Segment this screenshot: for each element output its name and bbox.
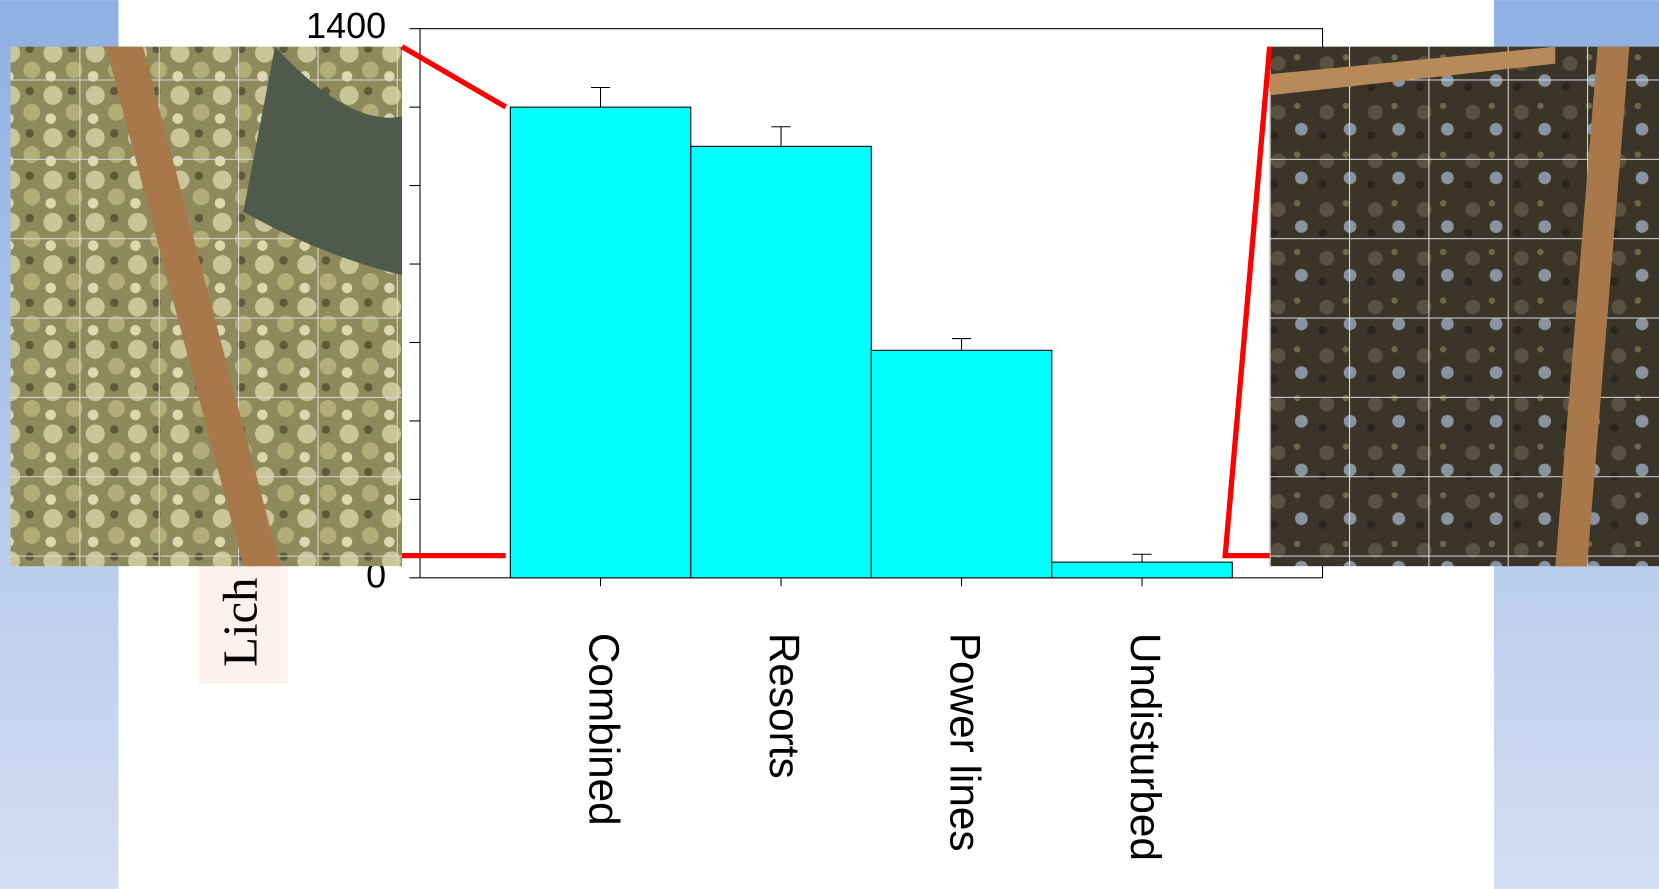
callout-line (400, 44, 508, 110)
callout-lines (400, 44, 1273, 559)
bar (1051, 561, 1233, 579)
error-bar (591, 86, 611, 108)
bar (509, 106, 692, 579)
x-tick-label: Power lines (941, 633, 988, 852)
label-backdrop (198, 558, 288, 684)
photo-stake (1269, 46, 1556, 96)
x-tick-label: Undisturbed (1122, 633, 1169, 861)
error-bar (1132, 553, 1152, 563)
bar (690, 145, 872, 579)
bar (870, 349, 1053, 579)
y-axis-label: Lich (214, 578, 268, 667)
x-tick-label: Resorts (761, 633, 808, 779)
y-tick-label: 1400 (306, 5, 386, 46)
callout-line (1222, 46, 1273, 559)
x-tick-label: Combined (580, 633, 627, 826)
photo-left (10, 46, 403, 567)
photo-stake (105, 46, 281, 567)
photo-stake (1555, 46, 1630, 567)
photo-right (1269, 46, 1659, 567)
photo-rock (243, 46, 403, 276)
error-bar (771, 126, 791, 147)
error-bar (952, 338, 972, 351)
